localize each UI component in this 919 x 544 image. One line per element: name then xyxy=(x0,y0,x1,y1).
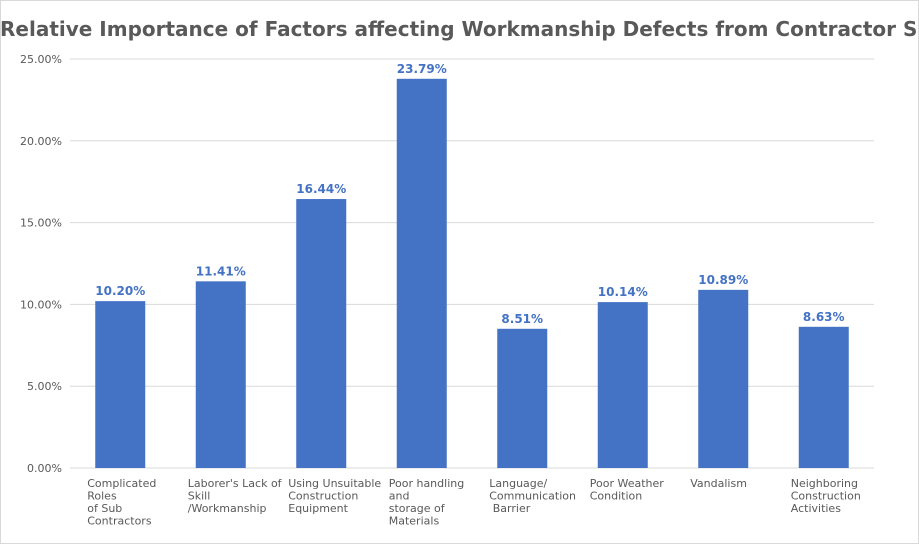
data-label: 10.20% xyxy=(95,284,145,298)
data-label: 10.89% xyxy=(698,273,748,287)
data-label: 23.79% xyxy=(397,62,447,76)
data-label: 10.14% xyxy=(598,285,648,299)
category-label: Laborer's Lack of Skill/Workmanship xyxy=(188,477,283,515)
bar xyxy=(195,281,246,468)
data-label: 8.51% xyxy=(501,312,543,326)
bar xyxy=(698,289,749,468)
data-label: 8.63% xyxy=(803,310,845,324)
data-label: 16.44% xyxy=(296,182,346,196)
y-tick-label: 10.00% xyxy=(20,298,62,311)
category-label: Language/Communication Barrier xyxy=(489,477,576,515)
bar xyxy=(95,301,146,468)
y-tick-label: 5.00% xyxy=(27,380,62,393)
y-tick-label: 0.00% xyxy=(27,462,62,475)
category-label: Poor Weather Condition xyxy=(590,477,665,503)
y-tick-label: 25.00% xyxy=(20,53,62,66)
category-label: Poor handling and storage of Materials xyxy=(389,477,464,528)
category-label: Complicated Roles of Sub Contractors xyxy=(87,477,156,528)
category-label: Vandalism xyxy=(690,477,747,490)
data-label: 11.41% xyxy=(196,264,246,278)
bar xyxy=(396,78,447,469)
bar xyxy=(798,326,849,468)
bar xyxy=(296,199,347,468)
chart-title: Relative Importance of Factors affecting… xyxy=(0,17,919,41)
category-label: Using Unsuitable Construction Equipment xyxy=(288,477,381,515)
category-label: Neighboring Construction Activities xyxy=(791,477,861,515)
y-tick-label: 15.00% xyxy=(20,217,62,230)
bar xyxy=(497,328,548,468)
bar xyxy=(597,302,648,468)
y-tick-label: 20.00% xyxy=(20,135,62,148)
